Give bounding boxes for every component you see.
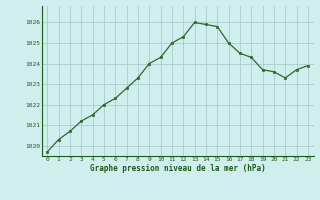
X-axis label: Graphe pression niveau de la mer (hPa): Graphe pression niveau de la mer (hPa) bbox=[90, 164, 266, 173]
